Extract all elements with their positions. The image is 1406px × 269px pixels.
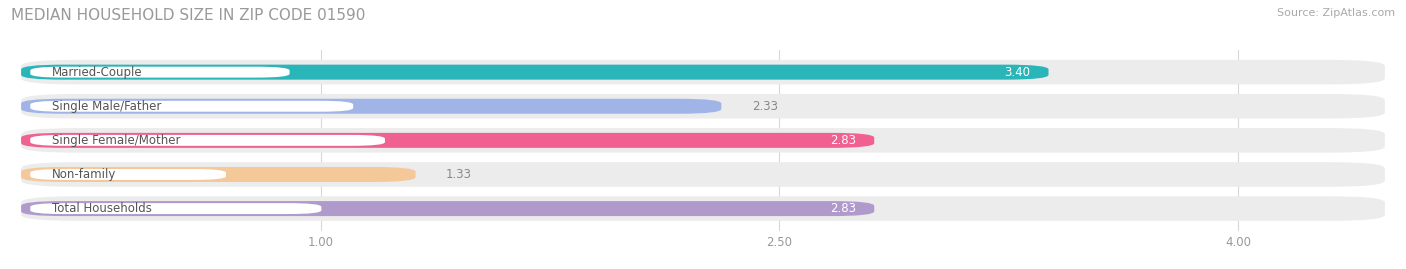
FancyBboxPatch shape: [31, 203, 322, 214]
Text: Source: ZipAtlas.com: Source: ZipAtlas.com: [1277, 8, 1395, 18]
Text: 2.33: 2.33: [752, 100, 778, 113]
FancyBboxPatch shape: [31, 135, 385, 146]
FancyBboxPatch shape: [21, 133, 875, 148]
Text: Single Male/Father: Single Male/Father: [52, 100, 162, 113]
FancyBboxPatch shape: [21, 167, 416, 182]
Text: Non-family: Non-family: [52, 168, 117, 181]
FancyBboxPatch shape: [21, 196, 1385, 221]
FancyBboxPatch shape: [21, 99, 721, 114]
FancyBboxPatch shape: [21, 65, 1049, 80]
FancyBboxPatch shape: [21, 60, 1385, 84]
Text: 2.83: 2.83: [830, 202, 856, 215]
Text: 2.83: 2.83: [830, 134, 856, 147]
FancyBboxPatch shape: [21, 128, 1385, 153]
Text: Single Female/Mother: Single Female/Mother: [52, 134, 180, 147]
Text: 1.33: 1.33: [446, 168, 472, 181]
FancyBboxPatch shape: [21, 94, 1385, 119]
FancyBboxPatch shape: [21, 201, 875, 216]
FancyBboxPatch shape: [31, 169, 226, 180]
Text: MEDIAN HOUSEHOLD SIZE IN ZIP CODE 01590: MEDIAN HOUSEHOLD SIZE IN ZIP CODE 01590: [11, 8, 366, 23]
Text: Married-Couple: Married-Couple: [52, 66, 142, 79]
FancyBboxPatch shape: [31, 101, 353, 112]
Text: 3.40: 3.40: [1004, 66, 1031, 79]
FancyBboxPatch shape: [31, 67, 290, 77]
Text: Total Households: Total Households: [52, 202, 152, 215]
FancyBboxPatch shape: [21, 162, 1385, 187]
